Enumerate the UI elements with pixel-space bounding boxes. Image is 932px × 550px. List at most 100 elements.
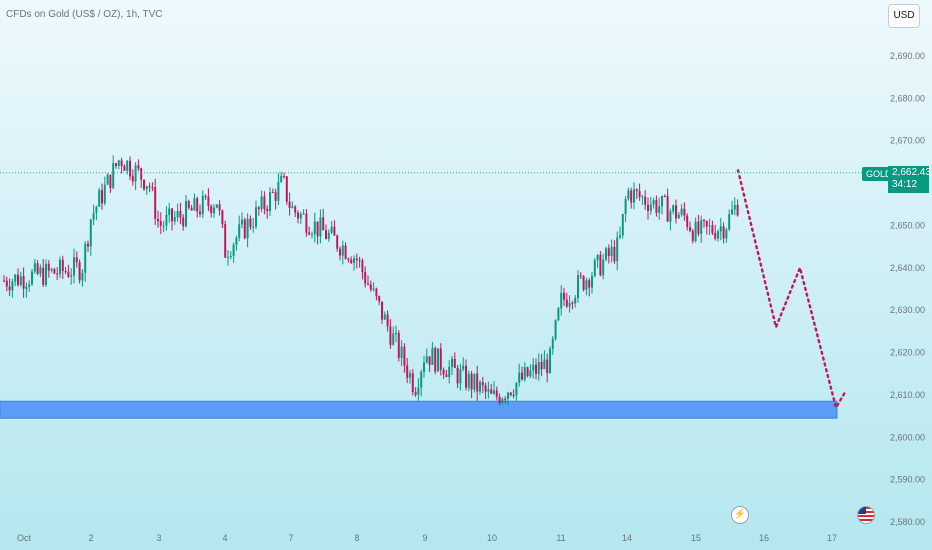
- candle-body: [241, 219, 243, 225]
- candle-body: [515, 382, 518, 396]
- y-tick-label: 2,630.00: [890, 305, 925, 315]
- candle-body: [700, 219, 703, 234]
- candle-body: [493, 390, 495, 394]
- candle-body: [481, 382, 484, 386]
- candle-body: [316, 221, 319, 237]
- candle-body: [53, 268, 56, 274]
- candle-body: [476, 373, 479, 392]
- candle-body: [148, 186, 151, 188]
- candle-body: [297, 212, 299, 219]
- candle-body: [621, 214, 624, 236]
- candle-body: [406, 365, 409, 378]
- candle-body: [649, 204, 652, 211]
- candle-body: [386, 314, 389, 327]
- x-tick-label: 4: [222, 533, 227, 543]
- candle-body: [168, 208, 171, 215]
- candle-body: [582, 276, 585, 290]
- candle-body: [288, 201, 291, 208]
- candle-body: [585, 280, 588, 290]
- candle-body: [103, 184, 106, 204]
- candle-body: [437, 348, 439, 372]
- candle-body: [495, 390, 498, 397]
- candle-body: [607, 248, 610, 257]
- candle-body: [92, 212, 95, 220]
- candle-body: [680, 208, 683, 215]
- candle-body: [201, 195, 204, 215]
- candle-body: [691, 230, 694, 242]
- candle-body: [467, 373, 470, 388]
- candle-body: [5, 280, 8, 287]
- candle-body: [465, 365, 467, 388]
- candle-body: [224, 224, 227, 258]
- x-tick-label: 14: [622, 533, 632, 543]
- candle-body: [414, 391, 417, 395]
- candle-body: [280, 175, 283, 183]
- candle-body: [151, 187, 154, 189]
- y-tick-label: 2,640.00: [890, 263, 925, 273]
- candle-body: [588, 280, 591, 288]
- candle-body: [14, 274, 17, 282]
- candle-body: [669, 211, 672, 222]
- candle-body: [28, 284, 31, 287]
- candle-body: [613, 246, 616, 262]
- candle-body: [521, 372, 523, 380]
- candle-body: [84, 243, 87, 273]
- candle-body: [428, 356, 431, 365]
- lightning-icon[interactable]: ⚡: [731, 506, 749, 524]
- candle-body: [313, 221, 316, 235]
- candle-body: [67, 271, 70, 277]
- candle-body: [546, 359, 549, 374]
- candle-body: [367, 283, 369, 285]
- currency-button[interactable]: USD: [888, 4, 920, 28]
- candle-body: [322, 217, 325, 231]
- candle-body: [672, 205, 675, 212]
- candle-body: [61, 259, 64, 272]
- candle-body: [596, 254, 599, 261]
- candle-body: [42, 267, 45, 285]
- candle-body: [89, 219, 92, 247]
- candle-body: [627, 190, 630, 200]
- candle-body: [182, 217, 185, 227]
- candle-body: [658, 206, 661, 213]
- candle-body: [711, 225, 714, 233]
- candle-body: [635, 189, 638, 191]
- candle-body: [229, 256, 232, 258]
- candle-body: [333, 226, 336, 236]
- candle-body: [271, 192, 274, 194]
- candle-body: [269, 192, 271, 212]
- candle-body: [563, 292, 565, 300]
- candle-body: [448, 366, 451, 377]
- candle-body: [599, 254, 602, 276]
- candle-body: [703, 219, 705, 222]
- candle-body: [431, 348, 434, 365]
- candle-body: [187, 201, 190, 208]
- last-price-value: 2,662.43: [892, 167, 931, 178]
- candle-body: [126, 160, 129, 171]
- candle-body: [347, 258, 350, 260]
- candle-body: [36, 263, 39, 274]
- candle-body: [689, 227, 691, 231]
- candle-body: [473, 373, 476, 390]
- candle-body: [207, 196, 210, 206]
- candle-body: [171, 208, 173, 222]
- candle-body: [535, 364, 537, 374]
- us-flag-icon[interactable]: [857, 506, 875, 524]
- candle-body: [532, 364, 535, 371]
- candle-body: [336, 235, 339, 249]
- candle-body: [361, 260, 364, 273]
- candle-body: [372, 288, 375, 290]
- y-tick-label: 2,590.00: [890, 475, 925, 485]
- x-tick-label: 15: [691, 533, 701, 543]
- candle-body: [719, 226, 722, 232]
- x-tick-label: Oct: [17, 533, 32, 543]
- candle-body: [504, 398, 507, 400]
- candle-body: [554, 320, 557, 339]
- candle-body: [484, 385, 487, 392]
- candle-body: [378, 296, 381, 302]
- candle-body: [619, 235, 621, 238]
- candle-body: [145, 186, 148, 190]
- candle-body: [112, 163, 115, 188]
- candle-body: [568, 302, 571, 307]
